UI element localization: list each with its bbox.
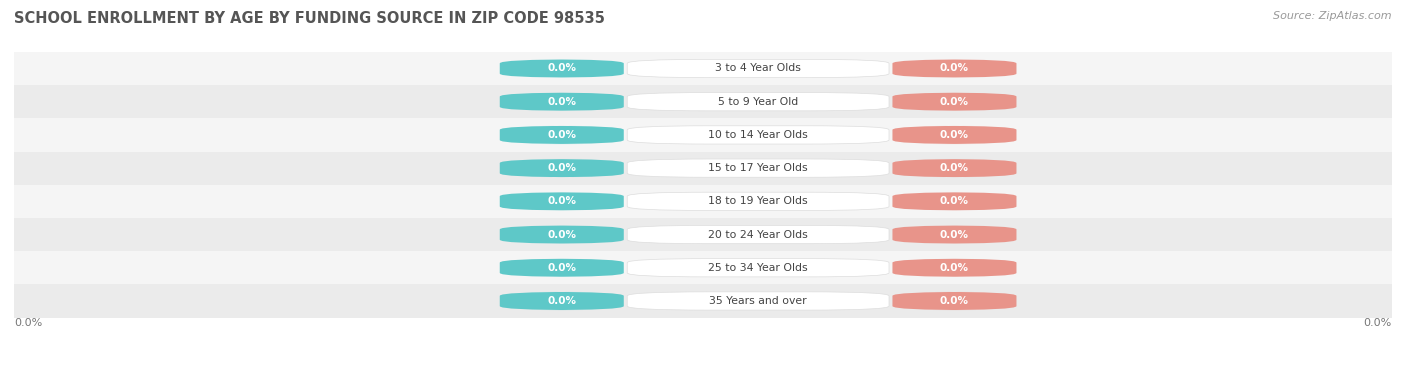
Text: SCHOOL ENROLLMENT BY AGE BY FUNDING SOURCE IN ZIP CODE 98535: SCHOOL ENROLLMENT BY AGE BY FUNDING SOUR… [14, 11, 605, 26]
FancyBboxPatch shape [499, 126, 624, 144]
FancyBboxPatch shape [499, 259, 624, 277]
FancyBboxPatch shape [893, 259, 1017, 277]
Text: 0.0%: 0.0% [547, 97, 576, 107]
Text: 0.0%: 0.0% [1364, 317, 1392, 328]
Bar [14, 284, 1392, 317]
FancyBboxPatch shape [893, 159, 1017, 177]
FancyBboxPatch shape [499, 225, 624, 244]
Text: 0.0%: 0.0% [941, 97, 969, 107]
Bar [14, 118, 1392, 152]
Text: 25 to 34 Year Olds: 25 to 34 Year Olds [709, 263, 808, 273]
Text: 10 to 14 Year Olds: 10 to 14 Year Olds [709, 130, 808, 140]
Text: 0.0%: 0.0% [547, 296, 576, 306]
FancyBboxPatch shape [893, 192, 1017, 210]
FancyBboxPatch shape [627, 292, 889, 310]
Text: 15 to 17 Year Olds: 15 to 17 Year Olds [709, 163, 808, 173]
FancyBboxPatch shape [499, 59, 624, 78]
Text: 0.0%: 0.0% [941, 196, 969, 206]
FancyBboxPatch shape [627, 126, 889, 144]
Text: 3 to 4 Year Olds: 3 to 4 Year Olds [716, 63, 801, 74]
Legend: Public School, Private School: Public School, Private School [591, 376, 815, 377]
FancyBboxPatch shape [893, 59, 1017, 78]
Text: 20 to 24 Year Olds: 20 to 24 Year Olds [709, 230, 808, 239]
Text: 5 to 9 Year Old: 5 to 9 Year Old [718, 97, 799, 107]
FancyBboxPatch shape [627, 259, 889, 277]
Bar [14, 185, 1392, 218]
FancyBboxPatch shape [627, 192, 889, 210]
Text: 35 Years and over: 35 Years and over [709, 296, 807, 306]
FancyBboxPatch shape [893, 126, 1017, 144]
Text: 0.0%: 0.0% [941, 63, 969, 74]
Text: 0.0%: 0.0% [547, 63, 576, 74]
Text: 0.0%: 0.0% [547, 263, 576, 273]
FancyBboxPatch shape [499, 93, 624, 111]
Text: 0.0%: 0.0% [547, 130, 576, 140]
Bar [14, 251, 1392, 284]
Bar [14, 218, 1392, 251]
Text: 0.0%: 0.0% [941, 163, 969, 173]
FancyBboxPatch shape [627, 225, 889, 244]
FancyBboxPatch shape [499, 192, 624, 210]
FancyBboxPatch shape [893, 292, 1017, 310]
Bar [14, 52, 1392, 85]
FancyBboxPatch shape [893, 225, 1017, 244]
FancyBboxPatch shape [627, 159, 889, 177]
FancyBboxPatch shape [627, 59, 889, 78]
Text: Source: ZipAtlas.com: Source: ZipAtlas.com [1274, 11, 1392, 21]
Text: 0.0%: 0.0% [14, 317, 42, 328]
Text: 0.0%: 0.0% [547, 163, 576, 173]
FancyBboxPatch shape [627, 93, 889, 111]
Text: 0.0%: 0.0% [941, 296, 969, 306]
Text: 0.0%: 0.0% [941, 230, 969, 239]
Text: 0.0%: 0.0% [547, 196, 576, 206]
Text: 0.0%: 0.0% [941, 263, 969, 273]
Text: 0.0%: 0.0% [547, 230, 576, 239]
Bar [14, 152, 1392, 185]
Text: 18 to 19 Year Olds: 18 to 19 Year Olds [709, 196, 808, 206]
Text: 0.0%: 0.0% [941, 130, 969, 140]
FancyBboxPatch shape [499, 292, 624, 310]
FancyBboxPatch shape [893, 93, 1017, 111]
FancyBboxPatch shape [499, 159, 624, 177]
Bar [14, 85, 1392, 118]
